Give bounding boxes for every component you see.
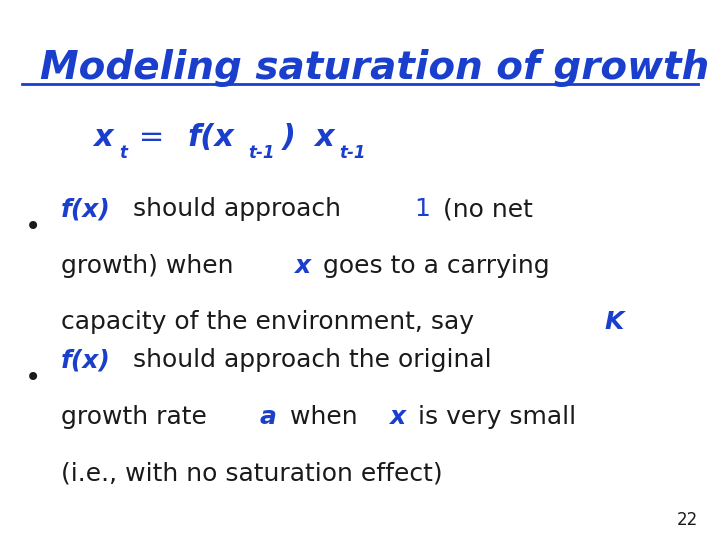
Text: is very small: is very small (410, 405, 576, 429)
Text: ): ) (282, 123, 307, 152)
Text: t-1: t-1 (339, 144, 366, 161)
Text: a: a (260, 405, 276, 429)
Text: growth rate: growth rate (61, 405, 215, 429)
Text: capacity of the environment, say: capacity of the environment, say (61, 310, 482, 334)
Text: x: x (294, 254, 310, 278)
Text: x: x (314, 123, 333, 152)
Text: (i.e., with no saturation effect): (i.e., with no saturation effect) (61, 462, 443, 485)
Text: should approach: should approach (125, 197, 349, 221)
Text: •: • (25, 364, 42, 393)
Text: (no net: (no net (435, 197, 533, 221)
Text: 22: 22 (677, 511, 698, 529)
Text: Modeling saturation of growth: Modeling saturation of growth (40, 49, 709, 86)
Text: f(x): f(x) (61, 197, 111, 221)
Text: K: K (604, 310, 624, 334)
Text: should approach the original: should approach the original (125, 348, 492, 372)
Text: x: x (94, 123, 113, 152)
Text: f(x): f(x) (61, 348, 111, 372)
Text: •: • (25, 213, 42, 241)
Text: t: t (119, 144, 127, 161)
Text: x: x (390, 405, 405, 429)
Text: growth) when: growth) when (61, 254, 242, 278)
Text: 1: 1 (415, 197, 431, 221)
Text: goes to a carrying: goes to a carrying (315, 254, 549, 278)
Text: t-1: t-1 (248, 144, 274, 161)
Text: when: when (282, 405, 365, 429)
Text: =: = (130, 123, 174, 152)
Text: f(x: f(x (187, 123, 234, 152)
